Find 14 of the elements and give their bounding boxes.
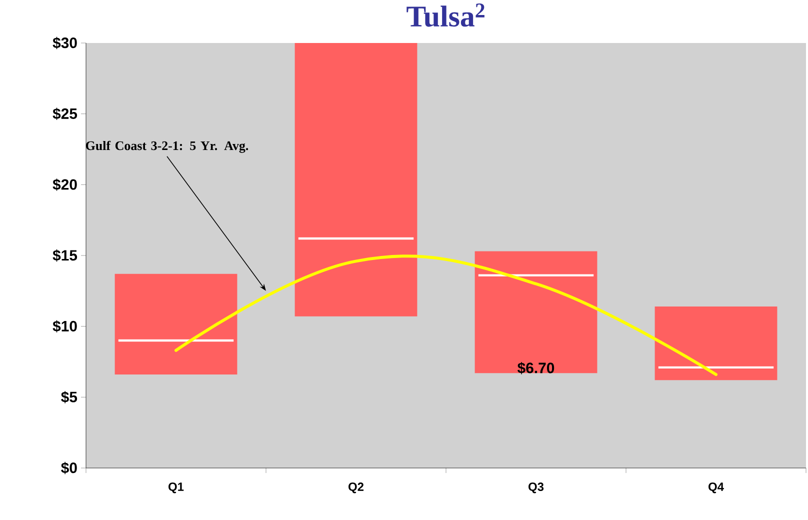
x-tick-label: Q1: [168, 482, 184, 494]
x-tick-label: Q3: [528, 482, 544, 494]
y-tick-label: $5: [61, 391, 78, 404]
y-tick-label: $10: [52, 320, 77, 332]
x-tick-label: Q2: [348, 482, 364, 494]
annotation: $6.70: [518, 362, 554, 374]
y-tick-label: $30: [52, 36, 77, 50]
chart-title: Tulsa$^{2}$: [406, 4, 484, 27]
x-tick-label: Q4: [708, 482, 724, 494]
y-tick-label: $25: [52, 108, 78, 120]
y-tick-label: $0: [61, 462, 77, 474]
text: Gulf Coast 3-2-1: 5 Yr. Avg.: [86, 140, 248, 153]
y-tick-label: $20: [52, 178, 77, 191]
y-tick-label: $15: [52, 249, 78, 262]
